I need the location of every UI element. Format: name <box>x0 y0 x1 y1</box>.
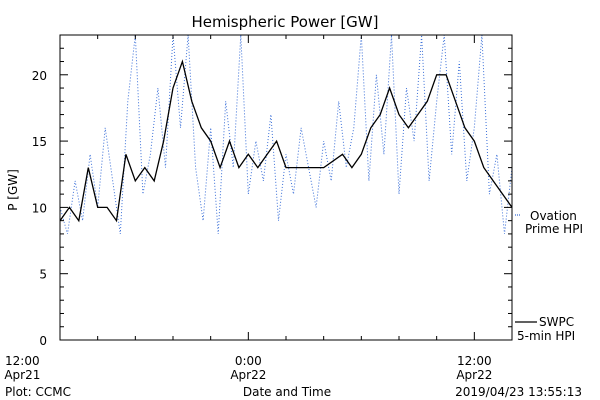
x-tick-label-time: 12:00 <box>457 354 492 368</box>
x-tick-label-date: Apr22 <box>456 368 492 382</box>
x-tick-label-time: 0:00 <box>235 354 262 368</box>
y-tick-label: 10 <box>32 201 47 215</box>
y-tick-label: 5 <box>39 268 47 282</box>
x-tick-label-date: Apr21 <box>4 368 40 382</box>
swpc-series-line <box>60 59 512 223</box>
y-tick-label: 0 <box>39 334 47 348</box>
series-layer <box>60 35 512 235</box>
y-axis: 0 5 10 15 20 <box>32 47 512 348</box>
ovation-series-line <box>60 35 512 235</box>
y-axis-label: P [GW] <box>6 169 20 211</box>
plot-frame <box>59 34 513 341</box>
y-tick-label: 20 <box>32 69 47 83</box>
plot-area <box>59 34 513 341</box>
legend-ovation-label-line2: Prime HPI <box>525 222 583 236</box>
legend-swpc-label-line2: 5-min HPI <box>517 329 575 343</box>
x-axis-label: Date and Time <box>243 385 331 399</box>
x-axis: 0:00Apr2112:00Apr210:00Apr2212:00Apr220:… <box>4 35 513 382</box>
x-tick-label-time: 12:00 <box>5 354 40 368</box>
legend-swpc-label: SWPC <box>539 315 574 329</box>
legend: Ovation Prime HPI SWPC 5-min HPI <box>515 209 583 343</box>
footer-timestamp: 2019/04/23 13:55:13 <box>455 385 582 399</box>
x-tick-label-date: Apr22 <box>230 368 266 382</box>
y-tick-label: 15 <box>32 135 47 149</box>
footer-plot-credit: Plot: CCMC <box>5 385 71 399</box>
chart-title: Hemispheric Power [GW] <box>192 13 379 31</box>
legend-ovation-label: Ovation <box>530 209 577 223</box>
